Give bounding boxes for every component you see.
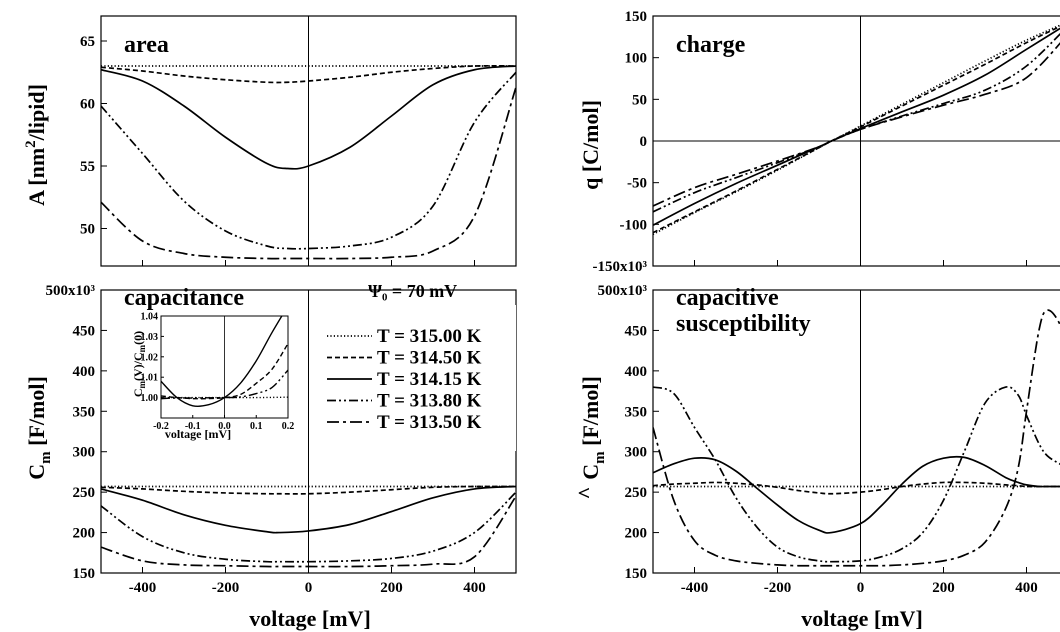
legend-label-s313_80: T = 313.80 K — [377, 391, 482, 412]
capacitance-x-tick-label: -400 — [129, 580, 157, 596]
capacitance-series-s314_15 — [101, 485, 516, 534]
capacitance-y-tick-label: 200 — [73, 526, 96, 542]
capacitance-y-tick-label: 300 — [73, 445, 96, 461]
capacitance-x-tick-label: -200 — [212, 580, 240, 596]
inset-x-axis-label: voltage [mV] — [165, 427, 231, 441]
area-series-s313_50 — [101, 86, 516, 260]
charge-series-s314_50 — [653, 25, 1060, 234]
susceptibility-series-s314_15 — [653, 455, 1060, 534]
inset-x-tick-label: 0.1 — [250, 421, 263, 432]
susceptibility-y-tick-label: 450 — [625, 323, 648, 339]
susceptibility-y-tick-label: 300 — [625, 445, 648, 461]
inset-y-tick-label: 1.00 — [141, 393, 159, 404]
charge-series-s313_50 — [653, 42, 1060, 207]
inset-x-tick-label: -0.1 — [185, 421, 201, 432]
inset-y-tick-label: 1.03 — [141, 332, 159, 343]
capacitance-y-tick-label: 400 — [73, 364, 96, 380]
susceptibility-y-axis-label: Cm [F/mol] ^ — [573, 376, 608, 499]
inset-y-tick-label: 1.04 — [141, 312, 159, 323]
susceptibility-y-tick-label: 350 — [625, 404, 648, 420]
susceptibility-x-tick-label: 0 — [857, 580, 865, 596]
capacitance-y-tick-label: 250 — [73, 485, 96, 501]
susceptibility-y-tick-label: 500x10³ — [598, 283, 648, 299]
inset-series-s314_50 — [161, 343, 288, 400]
capacitance-series-s313_80 — [101, 491, 516, 563]
susceptibility-y-tick-label: 200 — [625, 526, 648, 542]
capacitance-title: capacitance — [124, 285, 244, 311]
svg-text:^: ^ — [573, 487, 598, 500]
area-y-tick-label: 60 — [80, 97, 95, 113]
capacitance-y-tick-label: 150 — [73, 566, 96, 582]
charge-series-s313_80 — [653, 32, 1060, 213]
area-series-s314_15 — [101, 65, 516, 170]
inset-x-tick-label: 0.2 — [282, 421, 295, 432]
charge-y-tick-label: 100 — [625, 51, 648, 67]
area-series-s313_80 — [101, 71, 516, 250]
legend-label-s315_00: T = 315.00 K — [377, 326, 482, 347]
psi-label: Ψ₀ = 70 mV — [368, 281, 457, 301]
inset-x-tick-label: 0.0 — [218, 421, 231, 432]
area-y-axis-label: A [nm2/lipid] — [23, 84, 49, 206]
area-y-tick-label: 65 — [80, 34, 95, 50]
susceptibility-x-axis-label: voltage [mV] — [801, 606, 923, 631]
inset-x-tick-label: -0.2 — [153, 421, 169, 432]
susceptibility-series-s314_50 — [653, 481, 1060, 495]
capacitance-series-s313_50 — [101, 495, 516, 568]
susceptibility-title-line1: capacitive — [676, 285, 779, 311]
legend-label-s314_50: T = 314.50 K — [377, 348, 482, 369]
inset-series-s314_15 — [161, 316, 283, 408]
capacitance-y-tick-label: 500x10³ — [46, 283, 96, 299]
susceptibility-panel: capacitive susceptibility Cm [F/mol] ^ v… — [573, 283, 1060, 631]
legend-label-s313_50: T = 313.50 K — [377, 412, 482, 433]
inset-background — [125, 310, 294, 452]
area-y-tick-label: 50 — [80, 222, 95, 238]
susceptibility-series-s313_50 — [653, 309, 1060, 567]
charge-y-tick-label: 50 — [632, 92, 647, 108]
susceptibility-x-tick-label: 400 — [1015, 580, 1038, 596]
charge-y-tick-label: 150 — [625, 9, 648, 25]
capacitance-y-tick-label: 350 — [73, 404, 96, 420]
capacitance-x-tick-label: 200 — [380, 580, 403, 596]
capacitance-x-tick-label: 0 — [305, 580, 313, 596]
capacitance-y-tick-label: 450 — [73, 323, 96, 339]
svg-text:Cm [F/mol]: Cm [F/mol] — [578, 376, 608, 480]
susceptibility-y-tick-label: 150 — [625, 566, 648, 582]
area-y-tick-label: 55 — [80, 159, 95, 175]
capacitance-x-tick-label: 400 — [463, 580, 486, 596]
charge-y-axis-label: q [C/mol] — [578, 100, 603, 190]
susceptibility-y-tick-label: 400 — [625, 364, 648, 380]
charge-y-tick-label: 0 — [640, 134, 648, 150]
charge-panel: charge q [C/mol] -150x10³ -100 -50 0 50 100 15… — [578, 9, 1060, 275]
charge-title: charge — [676, 32, 746, 58]
area-title: area — [124, 32, 169, 58]
legend-background — [320, 305, 516, 451]
susceptibility-y-tick-label: 250 — [625, 485, 648, 501]
inset-y-tick-label: 1.01 — [141, 373, 159, 384]
susceptibility-x-tick-label: 200 — [932, 580, 955, 596]
susceptibility-series-s313_80 — [653, 385, 1060, 563]
charge-y-tick-label: -50 — [627, 176, 647, 192]
capacitance-x-axis-label: voltage [mV] — [249, 606, 371, 631]
area-series-s314_50 — [101, 64, 516, 84]
charge-y-tick-label: -150x10³ — [593, 259, 648, 275]
susceptibility-x-tick-label: -400 — [681, 580, 709, 596]
susceptibility-x-tick-label: -200 — [764, 580, 792, 596]
capacitance-inset: voltage [mV] Cm(V)/Cm(0) -0.2 -0.1 0.0 0.1 0… — [125, 310, 295, 452]
capacitance-y-axis-label: Cm [F/mol] — [24, 376, 54, 480]
legend: T = 315.00 KT = 314.50 KT = 314.15 KT = … — [320, 305, 516, 451]
legend-label-s314_15: T = 314.15 K — [377, 369, 482, 390]
susceptibility-title-line2: susceptibility — [676, 311, 811, 337]
charge-y-tick-label: -100 — [620, 217, 648, 233]
inset-y-tick-label: 1.02 — [141, 352, 159, 363]
area-panel: area A [nm2/lipid] 50 55 60 65 — [23, 15, 517, 267]
